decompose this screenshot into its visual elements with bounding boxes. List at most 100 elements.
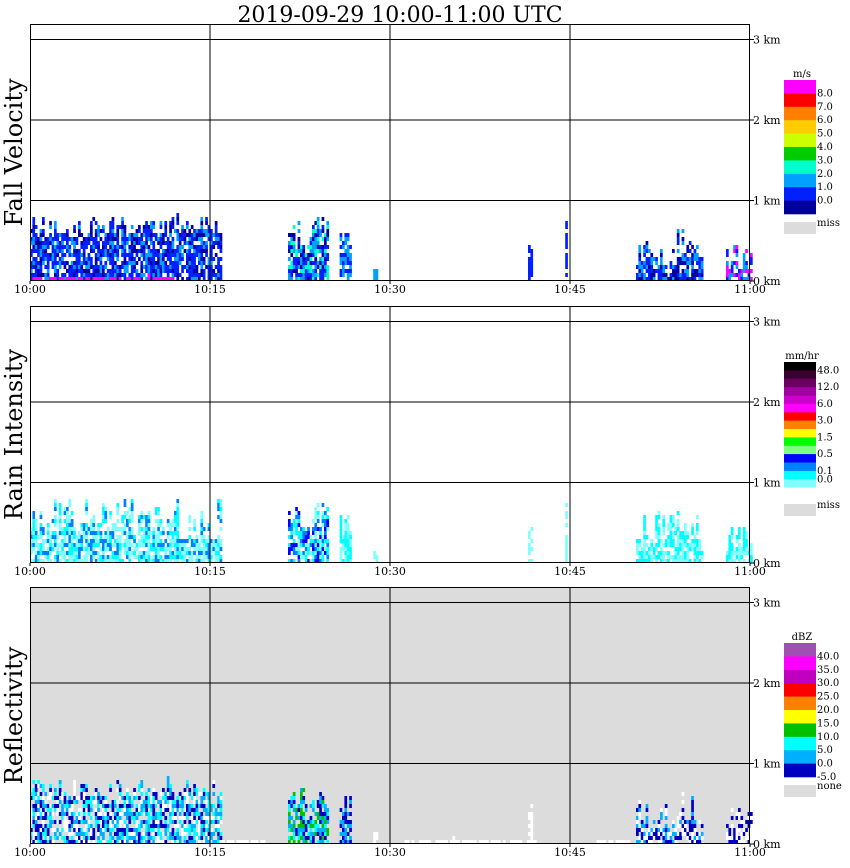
echo-cell [195,800,199,804]
echo-cell [42,249,45,253]
echo-cell [735,547,739,551]
echo-cell [312,261,315,265]
echo-cell [109,277,112,281]
echo-cell [342,543,345,547]
echo-cell [121,796,124,800]
echo-cell [70,269,74,273]
echo-cell [152,225,156,229]
echo-cell [676,816,680,820]
echo-cell [138,832,141,836]
echo-cell [99,273,103,277]
echo-cell [82,237,86,241]
echo-cell [478,840,482,844]
echo-cell [75,241,79,245]
echo-cell [312,555,315,559]
echo-cell [82,804,86,808]
echo-cell [672,539,675,543]
legend-level-label: 0.1 [817,466,833,477]
echo-cell [193,233,196,237]
echo-cell [87,824,91,828]
echo-cell [700,555,704,559]
echo-cell [85,523,88,527]
echo-cell [742,559,746,563]
echo-cell [154,551,158,555]
echo-cell [747,551,751,555]
echo-cell [106,269,110,273]
echo-cell [80,820,84,824]
echo-cell [94,824,98,828]
echo-cell [68,245,72,249]
echo-cell [406,840,410,844]
echo-cell [200,241,204,245]
echo-cell [147,828,151,832]
echo-cell [190,253,194,257]
echo-cell [135,543,139,547]
echo-cell [116,241,120,245]
echo-cell [638,555,642,559]
echo-cell [166,265,170,269]
echo-cell [94,812,98,816]
echo-cell [691,265,694,269]
echo-cell [87,836,91,840]
echo-cell [193,792,196,796]
echo-cell [638,249,642,253]
echo-cell [30,261,33,265]
echo-cell [85,840,88,844]
echo-cell [128,531,132,535]
echo-cell [118,269,122,273]
echo-cell [339,820,343,824]
echo-cell [85,824,88,828]
echo-cell [627,840,631,844]
echo-cell [128,539,132,543]
echo-cell [152,828,156,832]
echo-cell [214,237,218,241]
echo-cell [42,543,45,547]
echo-cell [183,555,187,559]
echo-cell [528,245,531,249]
echo-cell [297,824,301,828]
y-axis-label: Fall Velocity [0,78,28,227]
echo-cell [324,539,327,543]
echo-cell [316,551,320,555]
echo-cell [202,555,206,559]
echo-cell [116,519,120,523]
echo-cell [300,820,303,824]
echo-cell [202,547,206,551]
echo-cell [193,840,196,844]
echo-cell [92,535,96,539]
echo-cell [145,812,148,816]
echo-cell [691,547,694,551]
echo-cell [565,221,568,225]
echo-cell [111,836,115,840]
echo-cell [528,816,531,820]
echo-cell [78,249,81,253]
echo-cell [164,253,168,257]
echo-cell [324,804,327,808]
echo-cell [32,217,36,221]
echo-cell [142,531,146,535]
echo-cell [530,547,534,551]
echo-cell [70,840,74,844]
echo-cell [309,840,313,844]
echo-cell [210,257,213,261]
echo-cell [214,555,218,559]
echo-cell [207,237,211,241]
echo-cell [54,233,57,237]
echo-cell [102,277,105,281]
echo-cell [116,253,120,257]
echo-cell [648,249,651,253]
echo-cell [373,555,376,559]
echo-cell [118,788,122,792]
echo-cell [56,836,60,840]
echo-cell [166,559,170,563]
echo-cell [123,511,127,515]
echo-cell [80,808,84,812]
echo-cell [207,824,211,828]
echo-cell [346,824,350,828]
echo-cell [292,804,296,808]
echo-cell [667,539,670,543]
echo-cell [662,515,666,519]
echo-cell [288,547,291,551]
echo-cell [742,547,746,551]
echo-cell [92,237,96,241]
